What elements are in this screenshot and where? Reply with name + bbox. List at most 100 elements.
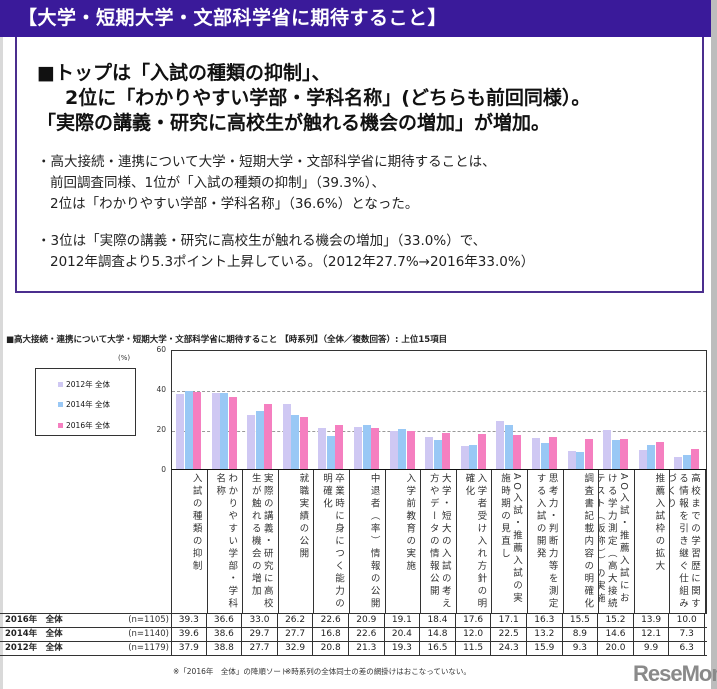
sample-size: (n=1140) (128, 629, 169, 639)
bar-chart-plot (171, 350, 707, 470)
bar-2014-8 (469, 445, 478, 469)
bar-2012-0 (176, 394, 184, 469)
bar-2016-5 (371, 427, 379, 469)
category-labels: 入試の種類の抑制 わかりやすい学部・学科名称 実際の講義・研究に高校生が触れる機会の… (171, 470, 707, 613)
bullet-1-line-2: 前回調査同様、1位が「入試の種類の抑制」（39.3%）、 (50, 175, 385, 191)
table-cell: 20.0 (598, 641, 634, 655)
bar-2016-8 (477, 434, 486, 469)
table-cell: 9.9 (634, 641, 670, 655)
y-axis-unit: (%) (118, 354, 131, 362)
table-cell: 13.2 (527, 627, 563, 641)
table-cell: 16.3 (527, 613, 563, 627)
gridline-40 (172, 391, 706, 392)
table-cell: 19.1 (385, 613, 421, 627)
table-rule (0, 613, 707, 614)
chart-title: ■高大接続・連携について大学・短期大学・文部科学省に期待すること 【時系列】（全… (6, 335, 448, 345)
table-cell: 10.0 (669, 613, 705, 627)
bar-2014-13 (647, 445, 656, 469)
table-cell: 6.3 (669, 641, 705, 655)
bar-2012-8 (460, 446, 469, 469)
bullet-2-line-2: 2012年調査より5.3ポイント上昇している。（2012年27.7%→2016年… (50, 254, 535, 270)
bar-2012-7 (425, 436, 434, 469)
category-column: 思考力・判断力等を測定する入試の開発 (528, 470, 564, 613)
category-column: AO入試・推薦入試の実施時期の見直し (492, 470, 528, 613)
bar-2016-4 (335, 424, 344, 469)
bar-2012-11 (567, 450, 576, 469)
table-row: 2016年 全体 (n=1105) 39.3 36.6 33.0 26.2 22.6 20.9… (0, 613, 707, 627)
table-cell: 14.8 (420, 627, 456, 641)
bar-2012-12 (603, 429, 612, 469)
table-cell: 39.3 (171, 613, 207, 627)
gridline-20 (172, 431, 706, 432)
bar-2012-14 (674, 456, 683, 469)
page-right-border (711, 0, 717, 689)
bar-2014-1 (220, 393, 229, 469)
bar-2012-6 (389, 431, 398, 469)
bar-2016-6 (406, 431, 415, 469)
bar-2014-6 (398, 428, 407, 469)
category-label: 高校までの学習歴に関する情報を引き継ぐ仕組みづくり (670, 473, 700, 611)
category-column: 実際の講義・研究に高校生が触れる機会の増加 (243, 470, 279, 613)
bar-2012-3 (282, 404, 291, 469)
category-label: わかりやすい学部・学科名称 (214, 473, 238, 611)
table-cell: 33.0 (242, 613, 278, 627)
bar-2014-2 (255, 410, 264, 469)
bar-2012-13 (638, 449, 647, 469)
table-cell: 15.9 (527, 641, 563, 655)
table-cell: 37.9 (171, 641, 207, 655)
table-cell: 20.9 (349, 613, 385, 627)
chart-legend: 2012年 全体 2014年 全体 2016年 全体 (35, 368, 136, 436)
category-label: 卒業時に身につく能力の明確化 (320, 473, 344, 611)
bar-2016-14 (691, 449, 700, 469)
row-label: 2016年 全体 (5, 615, 63, 625)
table-cell: 39.6 (171, 627, 207, 641)
table-rule (0, 627, 707, 628)
table-cell: 18.4 (420, 613, 456, 627)
table-cell: 27.7 (242, 641, 278, 655)
table-cell: 29.7 (242, 627, 278, 641)
sample-size: (n=1179) (128, 643, 169, 653)
table-cell: 17.1 (491, 613, 527, 627)
bar-2014-9 (504, 424, 513, 469)
bar-2012-5 (354, 427, 362, 469)
category-label: 実際の講義・研究に高校生が触れる機会の増加 (249, 473, 273, 611)
table-cell: 12.0 (456, 627, 492, 641)
table-cell: 19.3 (385, 641, 421, 655)
bar-2016-10 (549, 436, 557, 469)
table-cell: 16.8 (313, 627, 349, 641)
table-cell: 15.5 (563, 613, 599, 627)
table-cell: 20.8 (313, 641, 349, 655)
category-label: AO入試・推薦入試の実施時期の見直し (498, 473, 522, 606)
bar-2016-12 (620, 439, 629, 469)
table-cell: 17.6 (456, 613, 492, 627)
bar-2012-10 (532, 437, 540, 469)
table-cell: 24.3 (491, 641, 527, 655)
table-cell: 22.5 (491, 627, 527, 641)
page-left-border (0, 0, 3, 689)
y-tick-40: 40 (156, 385, 166, 394)
bar-2016-3 (299, 417, 308, 469)
category-label: 大学・短大の入試の考え方やデータの情報公開 (427, 473, 451, 611)
category-column: わかりやすい学部・学科名称 (208, 470, 244, 613)
category-label: 思考力・判断力等を測定する入試の開発 (534, 473, 558, 611)
summary-box: ■トップは「入試の種類の抑制」、 2位に「わかりやすい学部・学科名称」(どちらも… (15, 37, 704, 293)
table-cell: 16.5 (420, 641, 456, 655)
bar-2012-2 (247, 414, 256, 469)
category-column: 入学前教育の実施 (386, 470, 422, 613)
category-label: 入試の種類の抑制 (190, 473, 202, 573)
table-cell: 38.8 (207, 641, 243, 655)
y-tick-20: 20 (156, 425, 166, 434)
legend-swatch-icon (58, 423, 63, 428)
table-cell: 22.6 (349, 627, 385, 641)
table-cell: 26.2 (278, 613, 314, 627)
headline-line-3: 「実際の講義・研究に高校生が触れる機会の増加」が増加。 (37, 112, 551, 134)
table-cell: 9.3 (563, 641, 599, 655)
legend-swatch-icon (58, 402, 63, 407)
sample-size: (n=1105) (128, 615, 169, 625)
bullet-1-line-3: 2位は「わかりやすい学部・学科名称」（36.6%）となった。 (50, 196, 419, 212)
bullet-1-line-1: ・高大接続・連携について大学・短期大学・文部科学省に期待することは、 (37, 154, 496, 170)
y-tick-60: 60 (156, 345, 166, 354)
headline-line-1: ■トップは「入試の種類の抑制」、 (37, 62, 331, 84)
bar-2014-11 (576, 451, 585, 469)
bar-2012-4 (318, 428, 327, 469)
